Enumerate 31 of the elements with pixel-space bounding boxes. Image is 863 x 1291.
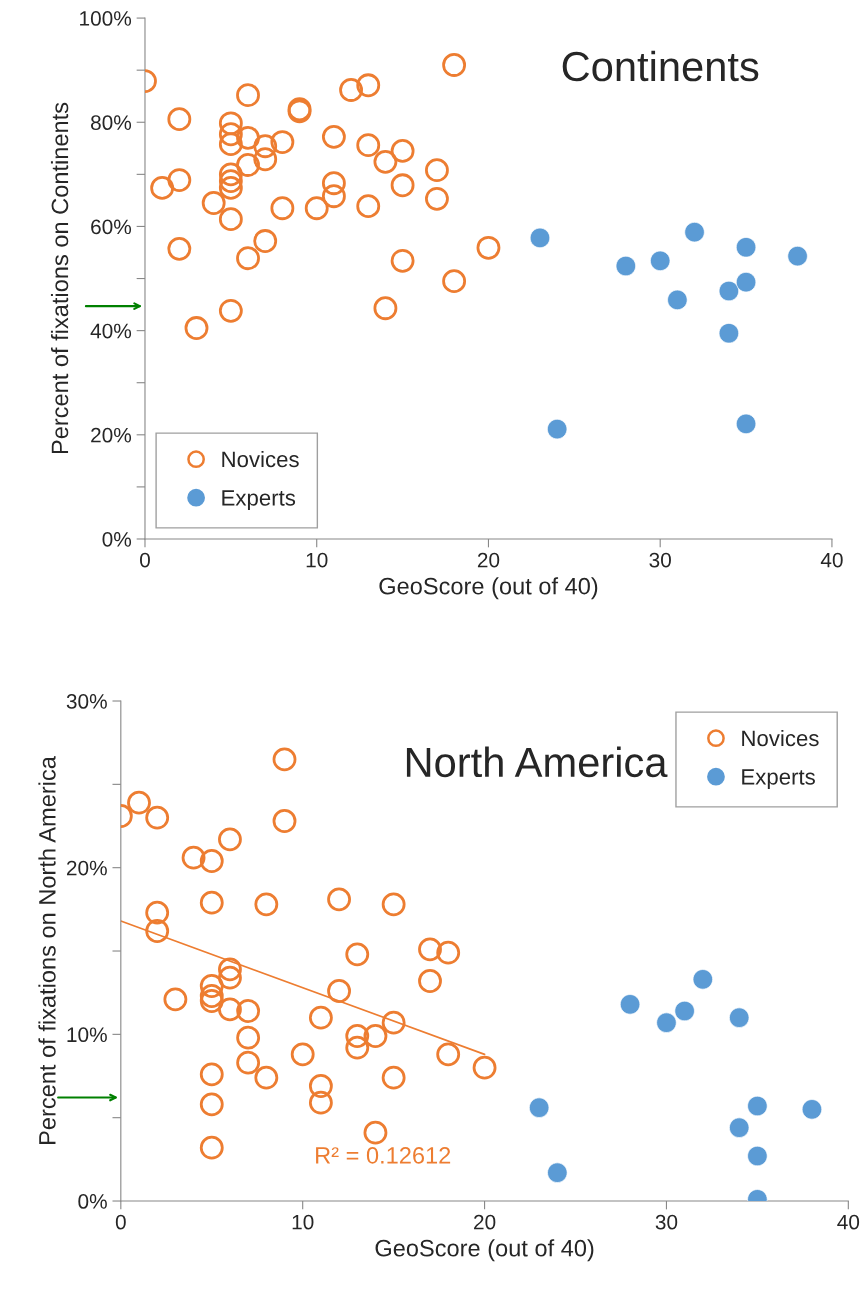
x-tick-label: 30 [649, 552, 671, 568]
legend-label: Experts [222, 490, 296, 511]
y-tick-label: 60% [91, 219, 132, 235]
x-axis-title: GeoScore (out of 40) [379, 577, 598, 600]
y-tick-label: 100% [80, 11, 132, 26]
x-tick-label: 30 [655, 1214, 678, 1230]
legend-label: Novices [742, 729, 819, 747]
legend-label: Experts [742, 769, 815, 790]
x-tick-label: 10 [292, 1214, 314, 1230]
x-tick-label: 40 [837, 1214, 860, 1230]
y-axis-title: Percent of fixations on Continents [50, 102, 69, 454]
x-tick-label: 0 [140, 552, 150, 568]
x-tick-label: 0 [115, 1214, 126, 1230]
x-tick-label: 40 [820, 552, 843, 568]
y-tick-label: 0% [78, 1194, 107, 1209]
y-tick-label: 40% [90, 323, 132, 339]
y-tick-label: 30% [66, 694, 107, 709]
y-tick-label: 20% [66, 860, 107, 876]
legend-label: Novices [222, 450, 299, 468]
text: North America [406, 746, 668, 778]
y-tick-label: 0% [102, 531, 132, 547]
x-tick-label: 20 [474, 1214, 496, 1230]
annotation: R² = 0.12612 [316, 1147, 451, 1164]
x-tick-label: 10 [306, 552, 328, 568]
y-tick-label: 80% [91, 115, 132, 131]
text: Continents [562, 50, 759, 82]
x-axis-title: GeoScore (out of 40) [375, 1239, 594, 1262]
x-tick-label: 20 [477, 552, 500, 568]
y-tick-label: 20% [91, 427, 132, 443]
y-tick-label: 10% [67, 1027, 107, 1043]
y-axis-title: Percent of fixations on North America [38, 756, 56, 1144]
